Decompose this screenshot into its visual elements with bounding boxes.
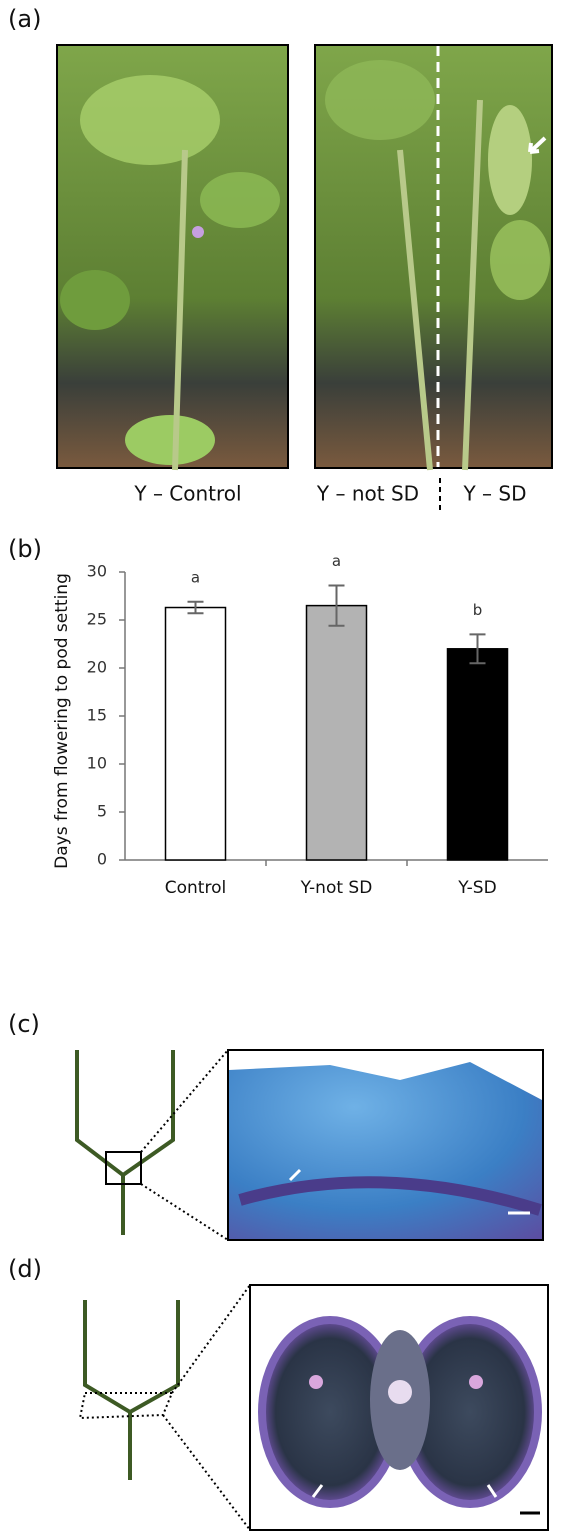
- caption: Y – SD: [462, 482, 526, 506]
- x-tick-label: Y-not SD: [300, 878, 373, 898]
- error-bar: [187, 600, 204, 615]
- x-tick-label: Y-SD: [457, 878, 496, 898]
- branch-diagram: [78, 1284, 251, 1531]
- bar: [164, 606, 227, 861]
- y-tick-label: 25: [87, 610, 107, 629]
- y-axis-label: Days from flowering to pod setting: [52, 573, 72, 869]
- caption: Y – not SD: [316, 482, 419, 506]
- panel-label: (d): [8, 1255, 42, 1283]
- branch-diagram: [75, 1049, 229, 1241]
- y-tick-label: 5: [97, 802, 107, 821]
- error-bar: [469, 633, 486, 665]
- panel-label: (b): [8, 535, 42, 563]
- bar: [305, 604, 368, 861]
- panel-label: (a): [8, 5, 41, 33]
- caption: Y – Control: [133, 482, 241, 506]
- micrograph-d: [249, 1284, 549, 1531]
- photo-treatment: [314, 44, 553, 471]
- y-tick-label: 0: [97, 850, 107, 869]
- significance-letter: b: [473, 601, 483, 619]
- photo-control: [56, 44, 289, 471]
- y-tick-label: 20: [87, 658, 107, 677]
- micrograph-c: [227, 1049, 544, 1241]
- significance-letter: a: [332, 552, 341, 570]
- panel-label: (c): [8, 1010, 40, 1038]
- bar-chart: 0 5 10 15 20 25 30 Days from flowering to pod s…: [52, 552, 548, 898]
- bar: [446, 648, 509, 861]
- y-tick-label: 30: [87, 562, 107, 581]
- error-bar: [328, 584, 345, 627]
- significance-letter: a: [191, 568, 200, 586]
- y-tick-label: 10: [87, 754, 107, 773]
- x-tick-label: Control: [165, 878, 226, 898]
- y-tick-label: 15: [87, 706, 107, 725]
